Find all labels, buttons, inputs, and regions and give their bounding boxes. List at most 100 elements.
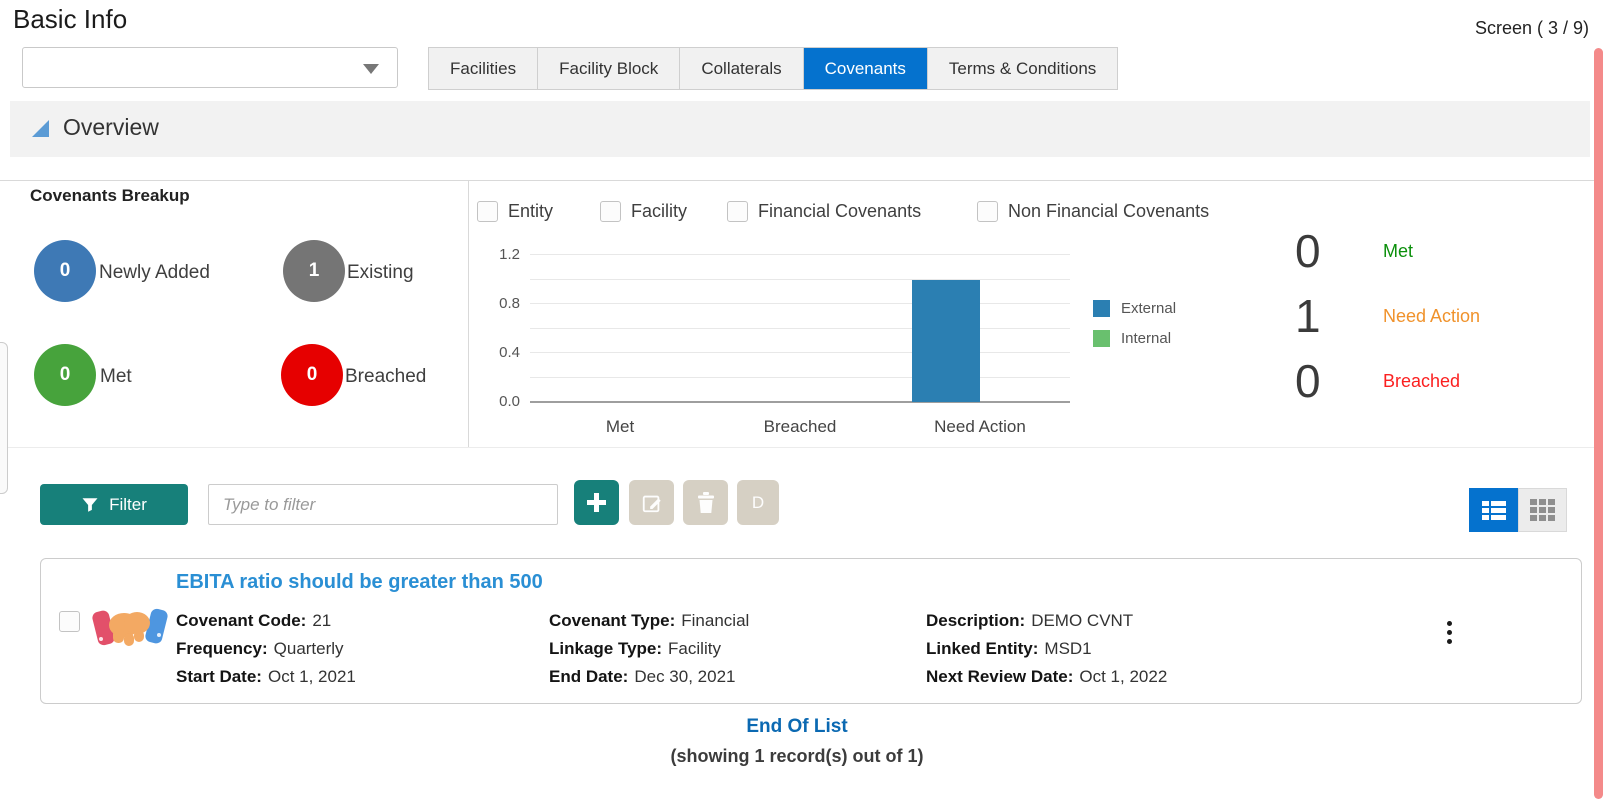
tab-collaterals[interactable]: Collaterals <box>680 48 804 89</box>
screen-counter: Screen ( 3 / 9) <box>1474 18 1589 38</box>
caret-down-icon <box>363 64 379 74</box>
filter-input[interactable] <box>208 484 558 525</box>
record-field-column: Covenant Type: Financial Linkage Type: Fac… <box>549 607 749 691</box>
checkbox-entity[interactable] <box>477 201 498 222</box>
x-axis-line <box>530 401 1070 403</box>
chart-gridline <box>530 303 1070 304</box>
tab-covenants[interactable]: Covenants <box>803 48 928 89</box>
record-field: Covenant Type: Financial <box>549 611 750 630</box>
record-field: Linked Entity: MSD1 <box>926 639 1092 658</box>
d-button[interactable]: D <box>737 480 779 525</box>
stat-label: Need Action <box>1383 305 1481 326</box>
stat-label: Breached <box>1383 370 1461 391</box>
y-axis-tick-label: 0.0 <box>499 393 520 410</box>
stat-need-action: 1 Need Action <box>1295 289 1585 343</box>
checkbox-label: Non Financial Covenants <box>1008 201 1210 221</box>
chart-gridline <box>530 376 1070 378</box>
chart-legend: External Internal <box>1093 300 1176 360</box>
breakup-circle-newly-added: 0 <box>34 240 96 302</box>
breakup-label: Breached <box>345 366 427 387</box>
record-kebab-menu[interactable] <box>1441 615 1458 650</box>
checkbox-non-financial-covenants[interactable] <box>977 201 998 222</box>
record-field-column: Description: DEMO CVNT Linked Entity: MSD1… <box>926 607 1167 691</box>
checkbox-financial-covenants[interactable] <box>727 201 748 222</box>
record-field: Linkage Type: Facility <box>549 639 721 658</box>
handshake-icon <box>91 595 169 664</box>
record-count-text: (showing 1 record(s) out of 1) <box>670 746 924 766</box>
x-axis-category-label: Need Action <box>934 417 1026 436</box>
delete-covenant-button[interactable] <box>683 480 728 525</box>
checkbox-label: Facility <box>631 201 688 221</box>
breakup-circle-met: 0 <box>34 344 96 406</box>
legend-swatch-internal <box>1093 330 1110 347</box>
covenant-record-card: EBITA ratio should be greater than 500 C… <box>40 558 1582 704</box>
stat-value: 1 <box>1295 290 1321 342</box>
list-view-toggle-button[interactable] <box>1469 488 1518 532</box>
filter-button[interactable]: Filter <box>40 484 188 525</box>
checkbox-facility[interactable] <box>600 201 621 222</box>
tab-bar: Facilities Facility Block Collaterals Co… <box>428 47 1119 90</box>
grid-view-icon <box>1530 499 1555 521</box>
divider <box>0 180 1594 181</box>
stat-value: 0 <box>1295 355 1321 407</box>
overview-section-header[interactable]: Overview <box>10 101 1590 157</box>
record-field-column: Covenant Code: 21 Frequency: Quarterly Sta… <box>176 607 356 691</box>
record-field: End Date: Dec 30, 2021 <box>549 667 736 686</box>
record-title-link[interactable]: EBITA ratio should be greater than 500 <box>176 571 543 593</box>
record-field: Covenant Code: 21 <box>176 611 332 630</box>
divider <box>468 181 469 447</box>
funnel-icon <box>82 497 98 512</box>
left-panel-handle[interactable] <box>0 342 8 494</box>
edit-covenant-button[interactable] <box>629 480 674 525</box>
record-field: Description: DEMO CVNT <box>926 611 1134 630</box>
record-field: Frequency: Quarterly <box>176 639 344 658</box>
vertical-scrollbar-thumb[interactable] <box>1594 48 1603 799</box>
chart-gridline <box>530 327 1070 329</box>
d-button-label: D <box>751 492 765 512</box>
tab-facility-block[interactable]: Facility Block <box>538 48 681 89</box>
checkbox-label: Financial Covenants <box>758 201 922 221</box>
plus-icon <box>587 493 606 512</box>
record-field: Next Review Date: Oct 1, 2022 <box>926 667 1168 686</box>
legend-swatch-external <box>1093 300 1110 317</box>
breakup-label: Met <box>100 366 132 387</box>
grid-view-toggle-button[interactable] <box>1518 488 1567 532</box>
stat-breached: 0 Breached <box>1295 354 1585 408</box>
chart-plot-area <box>530 254 1070 403</box>
stat-label: Met <box>1383 240 1414 261</box>
divider <box>0 447 1594 448</box>
y-axis-tick-label: 0.4 <box>499 344 520 361</box>
y-axis-ticks: 0.0 0.4 0.8 1.2 <box>478 246 520 410</box>
filter-button-label: Filter <box>109 494 147 514</box>
stat-value: 0 <box>1295 225 1321 277</box>
breakup-circle-breached: 0 <box>281 344 343 406</box>
list-footer: End Of List (showing 1 record(s) out of … <box>0 716 1594 767</box>
chart-gridline <box>530 352 1070 353</box>
breakup-label: Existing <box>347 262 414 283</box>
breakup-label: Newly Added <box>99 262 210 283</box>
chart-bar-external-need-action <box>912 279 980 402</box>
edit-icon <box>642 495 661 512</box>
legend-label: External <box>1121 300 1177 317</box>
y-axis-tick-label: 0.8 <box>499 295 520 312</box>
chart-gridline <box>530 254 1070 255</box>
y-axis-tick-label: 1.2 <box>499 246 520 263</box>
tab-facilities[interactable]: Facilities <box>429 48 539 89</box>
x-axis-category-label: Breached <box>763 417 837 436</box>
end-of-list-text: End Of List <box>746 716 848 737</box>
record-field: Start Date: Oct 1, 2021 <box>176 667 356 686</box>
overview-section-title: Overview <box>63 114 159 140</box>
stat-met: 0 Met <box>1295 224 1585 278</box>
breakup-title: Covenants Breakup <box>30 186 190 205</box>
x-axis-category-label: Met <box>605 417 635 436</box>
tab-terms-conditions[interactable]: Terms & Conditions <box>948 59 1097 78</box>
record-checkbox[interactable] <box>59 611 80 632</box>
list-view-icon <box>1481 500 1506 520</box>
legend-label: Internal <box>1121 330 1172 347</box>
checkbox-label: Entity <box>508 201 554 221</box>
chart-gridline <box>530 278 1070 280</box>
trash-icon <box>697 491 714 513</box>
facility-dropdown[interactable] <box>22 47 398 88</box>
collapse-triangle-icon <box>32 120 49 137</box>
add-covenant-button[interactable] <box>574 480 619 525</box>
